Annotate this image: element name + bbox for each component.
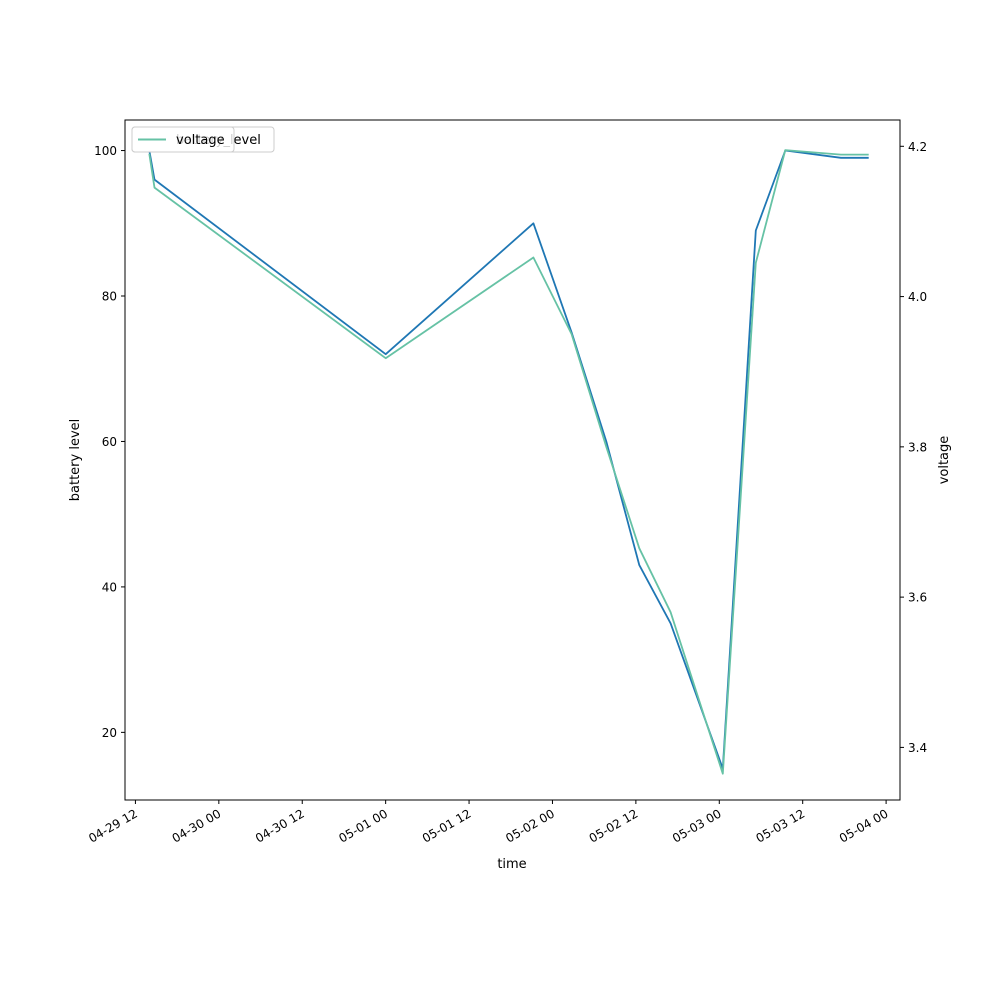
y-right-tick-label: 3.6	[908, 591, 927, 605]
y-right-tick-label: 4.2	[908, 140, 927, 154]
y-left-tick-label: 40	[102, 580, 117, 594]
x-tick-label: 05-04 00	[837, 806, 891, 845]
y-left-tick-label: 20	[102, 726, 117, 740]
y-left-tick-label: 60	[102, 435, 117, 449]
x-tick-label: 05-03 00	[670, 806, 724, 845]
series-line-voltage	[148, 149, 869, 775]
y-axis-right-label: voltage	[937, 436, 952, 485]
x-tick-label: 04-30 12	[253, 806, 307, 845]
y-left-tick-label: 100	[94, 144, 117, 158]
x-tick-label: 05-02 12	[587, 806, 641, 845]
y-right-tick-label: 4.0	[908, 290, 927, 304]
plot-frame	[124, 119, 901, 801]
x-tick-label: 04-30 00	[170, 806, 224, 845]
x-tick-label: 04-29 12	[86, 806, 140, 845]
y-right-tick-label: 3.8	[908, 440, 927, 454]
y-left-tick-label: 80	[102, 290, 117, 304]
legend-entry-voltage-label: voltage	[176, 133, 225, 148]
x-tick-label: 05-01 00	[336, 806, 390, 845]
x-tick-label: 05-01 12	[420, 806, 474, 845]
legend-entry-voltage-box	[131, 126, 235, 153]
x-tick-label: 05-03 12	[753, 806, 807, 845]
x-tick-label: 05-02 00	[503, 806, 557, 845]
y-right-tick-label: 3.4	[908, 741, 927, 755]
x-axis-label: time	[497, 857, 526, 872]
y-axis-left-label: battery level	[68, 419, 83, 502]
